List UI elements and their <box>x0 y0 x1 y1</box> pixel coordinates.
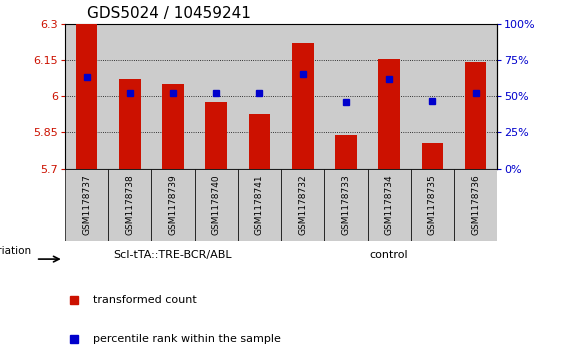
FancyBboxPatch shape <box>238 169 281 241</box>
FancyBboxPatch shape <box>151 169 194 241</box>
FancyBboxPatch shape <box>324 169 367 241</box>
FancyBboxPatch shape <box>367 169 411 241</box>
Bar <box>65 24 108 169</box>
Bar <box>454 24 497 169</box>
Text: GSM1178732: GSM1178732 <box>298 175 307 235</box>
Text: GSM1178738: GSM1178738 <box>125 175 134 235</box>
FancyBboxPatch shape <box>454 169 497 241</box>
Bar <box>465 62 486 169</box>
FancyBboxPatch shape <box>194 169 238 241</box>
Bar <box>108 24 151 169</box>
Bar <box>76 24 97 169</box>
Bar <box>281 24 324 169</box>
Bar <box>194 24 238 169</box>
FancyBboxPatch shape <box>65 169 108 241</box>
FancyBboxPatch shape <box>281 169 324 241</box>
Bar <box>162 84 184 169</box>
Text: percentile rank within the sample: percentile rank within the sample <box>93 334 281 344</box>
Text: genotype/variation: genotype/variation <box>0 246 31 256</box>
Bar <box>379 59 400 169</box>
Bar <box>206 102 227 169</box>
Text: GSM1178733: GSM1178733 <box>341 175 350 235</box>
Text: transformed count: transformed count <box>93 295 197 305</box>
Text: GSM1178739: GSM1178739 <box>168 175 177 235</box>
FancyBboxPatch shape <box>411 169 454 241</box>
Bar <box>421 143 443 169</box>
Bar <box>151 24 194 169</box>
Text: GDS5024 / 10459241: GDS5024 / 10459241 <box>86 6 250 21</box>
Text: ScI-tTA::TRE-BCR/ABL: ScI-tTA::TRE-BCR/ABL <box>114 250 232 260</box>
Bar <box>119 79 141 169</box>
Text: GSM1178740: GSM1178740 <box>212 175 221 235</box>
Bar <box>249 114 270 169</box>
Bar <box>238 24 281 169</box>
Text: GSM1178741: GSM1178741 <box>255 175 264 235</box>
Text: control: control <box>370 250 408 260</box>
Bar <box>324 24 368 169</box>
FancyBboxPatch shape <box>108 169 151 241</box>
Bar <box>335 135 357 169</box>
Text: GSM1178735: GSM1178735 <box>428 175 437 235</box>
Text: GSM1178737: GSM1178737 <box>82 175 91 235</box>
Text: GSM1178734: GSM1178734 <box>385 175 394 235</box>
Bar <box>292 43 314 169</box>
Text: GSM1178736: GSM1178736 <box>471 175 480 235</box>
Bar <box>367 24 411 169</box>
Bar <box>411 24 454 169</box>
